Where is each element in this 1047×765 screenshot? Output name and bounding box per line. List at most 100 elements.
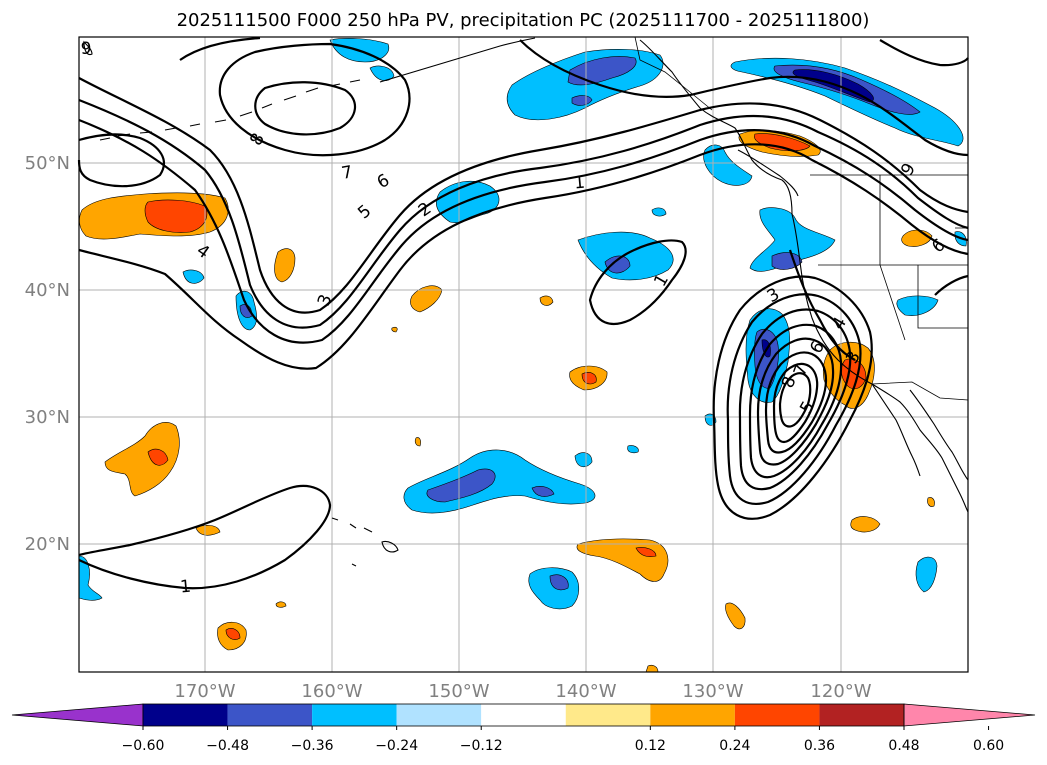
colorbar-swatch — [396, 704, 482, 726]
neg-anomaly-small-patch-2 — [627, 445, 639, 454]
pv-contour-2-north — [78, 98, 969, 329]
pv-contour-cutoff-2 — [726, 293, 862, 505]
colorbar-ticks: −0.60 −0.48 −0.36 −0.24 −0.12 0.12 0.24 0.36 0.4… — [122, 726, 1004, 754]
pv-contour-cutoff-6 — [764, 351, 828, 454]
coastline-hawaii — [331, 517, 399, 567]
pv-contour-one-south — [78, 484, 332, 590]
contour-label-7: 7 — [340, 162, 354, 184]
lat-label-20n: 20°N — [25, 534, 70, 555]
colorbar-swatch — [143, 704, 228, 726]
lon-label-140w: 140°W — [555, 681, 616, 702]
pv-contour-cutoff-1 — [712, 275, 873, 520]
latitude-labels: 50°N 40°N 30°N 20°N — [25, 153, 70, 555]
colorbar-tick-label: −0.60 — [122, 738, 165, 754]
colorbar-tick-label: −0.12 — [460, 738, 503, 754]
neg-anomaly-south-central — [528, 567, 580, 610]
lat-label-30n: 30°N — [25, 407, 70, 428]
pos-anomaly-southwest-core — [225, 628, 241, 640]
colorbar-tick-label: −0.24 — [375, 738, 418, 754]
map-background — [79, 37, 968, 672]
coastline-far-west — [83, 40, 93, 56]
neg-anomaly-145w-core — [604, 255, 631, 274]
neg-anomaly-gulf-alaska-core — [567, 56, 637, 86]
neg-anomaly-small-dot — [651, 207, 667, 217]
lon-label-130w: 130°W — [682, 681, 743, 702]
colorbar-swatch — [481, 704, 566, 726]
pv-contour-4-north — [78, 143, 969, 370]
pv-contour-3-north — [78, 118, 969, 344]
border-states-2 — [818, 227, 968, 341]
pv-contour-ridge-east — [519, 39, 969, 157]
pv-contour-cutoff-4 — [748, 323, 843, 479]
pos-anomaly-small-8 — [414, 437, 421, 447]
pv-contour-1-north — [78, 77, 969, 314]
contour-label-1-ridge: 1 — [573, 173, 586, 194]
coastline-alaska-peninsula — [379, 37, 536, 83]
pos-anomaly-small-2 — [195, 525, 221, 536]
pv-contours — [77, 36, 969, 590]
colorbar-swatch — [565, 704, 651, 726]
neg-anomaly-gulf-alaska-inner — [571, 95, 593, 106]
coastline-gulf-california — [909, 389, 969, 481]
lat-label-50n: 50°N — [25, 153, 70, 174]
pos-anomaly-165w-42n — [274, 248, 296, 283]
pv-contour-coastal — [788, 249, 856, 361]
colorbar-swatches — [11, 703, 1036, 727]
contour-label-9-west: 9 — [81, 39, 92, 59]
neg-anomaly-bc-patch — [703, 144, 753, 186]
lon-label-170w: 170°W — [174, 681, 235, 702]
coastline-baja — [871, 383, 921, 477]
colorbar-tick-label: 0.12 — [635, 738, 666, 754]
map-frame — [78, 36, 969, 673]
colorbar-tick-label: −0.36 — [291, 738, 334, 754]
pv-contour-one-loop — [588, 239, 687, 325]
neg-anomaly-aleutian-2 — [369, 65, 395, 81]
pv-contour-cutoff-5 — [756, 337, 835, 466]
colorbar-extend-max — [903, 703, 1036, 727]
neg-anomaly-nevada — [896, 295, 939, 316]
colorbar-tick-label: −0.48 — [206, 738, 249, 754]
neg-anomaly-subtropical-core2 — [531, 486, 555, 497]
neg-anomaly-subtropical-core — [426, 468, 496, 503]
border-alaska-canada — [634, 36, 713, 111]
pv-contour-cutoff-3 — [738, 308, 852, 491]
pos-anomaly-small-5 — [850, 516, 881, 533]
neg-anomaly-small-patch-1 — [574, 452, 593, 468]
pos-anomaly-175w-27n-core — [147, 448, 169, 466]
colorbar-swatch — [312, 704, 397, 726]
pv-contour-inner-alaska — [254, 81, 356, 136]
colorbar-tick-label: 0.48 — [888, 738, 919, 754]
neg-anomaly-south-central-core — [549, 574, 569, 591]
pv-contour-high-alaska — [179, 36, 411, 157]
coastline-vancouver-island — [737, 149, 799, 197]
colorbar-tick-label: 0.36 — [804, 738, 835, 754]
neg-anomaly-west-edge — [78, 555, 103, 601]
lat-label-40n: 40°N — [25, 280, 70, 301]
colorbar-tick-label: 0.24 — [719, 738, 750, 754]
colorbar-swatch — [650, 704, 735, 726]
pos-anomaly-small-3 — [275, 601, 287, 608]
pos-anomaly-small-6 — [927, 497, 935, 507]
pv-contour-cutoff-8 — [778, 372, 812, 428]
colorbar-tick-label: 0.60 — [973, 738, 1004, 754]
colorbar-swatch — [819, 704, 904, 726]
pos-anomaly-135w-20n-core — [635, 547, 657, 558]
lon-label-150w: 150°W — [428, 681, 489, 702]
pos-anomaly-small-4 — [725, 602, 746, 630]
neg-anomaly-hawaii-north — [182, 269, 205, 284]
lon-label-160w: 160°W — [301, 681, 362, 702]
pos-anomaly-175w-27n — [104, 422, 180, 497]
pv-contour-ridge-east-2 — [879, 39, 969, 67]
pv-contour-cutoff-7 — [772, 362, 819, 444]
colorbar-extend-min — [11, 703, 144, 727]
colorbar: −0.60 −0.48 −0.36 −0.24 −0.12 0.12 0.24 0.36 0.4… — [11, 703, 1036, 754]
border-us-mexico — [871, 381, 969, 401]
map-panel: 9 8 7 6 5 4 3 2 1 1 1 3 4 6 8 9 7 5 3 6 — [77, 36, 969, 673]
pos-anomaly-small-1 — [539, 295, 554, 306]
pos-anomaly-small-9 — [391, 326, 398, 333]
longitude-labels: 170°W 160°W 150°W 140°W 130°W 120°W — [174, 681, 871, 702]
neg-anomaly-california-core — [754, 328, 779, 389]
contour-label-1-south: 1 — [179, 577, 192, 598]
colorbar-swatch — [227, 704, 313, 726]
